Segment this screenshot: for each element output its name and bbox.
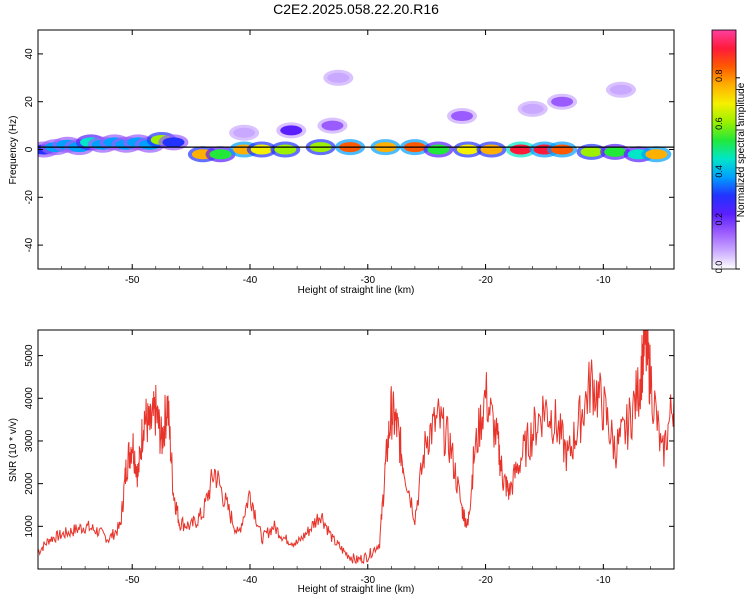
bottom-y-axis: 1000 2000 3000 4000 5000	[24, 344, 674, 537]
y-tick-label: 4000	[24, 387, 35, 410]
y-tick-label: 1000	[24, 515, 35, 538]
x-tick-label: -30	[361, 275, 376, 286]
heatmap-cell	[233, 127, 256, 138]
y-tick-label: 2000	[24, 472, 35, 495]
colorbar-ticks: 0.0 0.2 0.4 0.6 0.8	[714, 70, 740, 274]
heatmap-cell	[456, 144, 479, 155]
snr-frame	[37, 329, 675, 570]
bottom-x-axis: -50 -40 -30 -20 -10	[37, 330, 675, 586]
x-tick-label: -10	[596, 275, 611, 286]
y-tick-label: 5000	[24, 344, 35, 367]
heatmap-cell	[580, 146, 603, 157]
bottom-y-axis-label: SNR (10 * v/v)	[8, 418, 19, 482]
x-tick-label: -30	[361, 575, 376, 586]
heatmap-cell	[551, 96, 574, 107]
heatmap-cell	[551, 144, 574, 155]
x-tick-label: -40	[243, 275, 258, 286]
y-tick-label: -20	[24, 190, 35, 205]
x-tick-label: -20	[478, 575, 493, 586]
y-tick-label: -40	[24, 237, 35, 252]
top-y-axis-label: Frequency (Hz)	[8, 116, 19, 185]
heatmap-cell	[250, 144, 273, 155]
chart-title: C2E2.2025.058.22.20.R16	[273, 1, 439, 17]
heatmap-cell	[321, 120, 344, 131]
heatmap-cell	[610, 84, 632, 95]
heatmap-cell	[645, 149, 668, 160]
x-tick-label: -10	[596, 575, 611, 586]
y-tick-label: 20	[24, 96, 35, 108]
y-tick-label: 40	[24, 48, 35, 60]
heatmap-cell	[451, 111, 473, 122]
colorbar-tick-label: 0.4	[714, 165, 724, 178]
colorbar-tick-label: 0.6	[714, 117, 724, 130]
colorbar-tick-label: 0.8	[714, 70, 724, 83]
heatmap-cell	[162, 137, 185, 148]
heatmap-cell	[327, 72, 350, 83]
heatmap-cell	[509, 144, 532, 155]
y-tick-label: 0	[24, 146, 35, 152]
colorbar-gradient	[711, 29, 737, 270]
x-tick-label: -20	[478, 275, 493, 286]
colorbar-tick-label: 0.2	[714, 213, 724, 226]
bottom-x-axis-label: Height of straight line (km)	[298, 584, 415, 595]
heatmap-cell	[274, 144, 297, 155]
top-y-axis: -40 -20 0 20 40	[24, 48, 674, 252]
heatmap-cell	[604, 146, 627, 157]
colorbar-tick-label: 0.0	[714, 261, 724, 274]
snr-series-line	[38, 330, 674, 565]
snr-panel: -50 -40 -30 -20 -10 1000 2000 3000 4000 5000 Hei…	[8, 329, 675, 595]
x-tick-label: -40	[243, 575, 258, 586]
heatmap-cell	[209, 149, 232, 160]
heatmap-cell	[480, 144, 503, 155]
heatmap-cell	[427, 144, 450, 155]
top-x-axis-label: Height of straight line (km)	[298, 285, 415, 296]
colorbar-label: Normalized spectral amplitude	[736, 82, 747, 217]
heatmap-cells	[38, 69, 672, 163]
heatmap-cell	[521, 103, 544, 114]
top-x-axis: -50 -40 -30 -20 -10	[37, 30, 675, 286]
colorbar: 0.0 0.2 0.4 0.6 0.8 Normalized spectral ampl…	[711, 29, 747, 274]
y-tick-label: 3000	[24, 429, 35, 452]
heatmap-cell	[280, 125, 303, 136]
x-tick-label: -50	[125, 275, 140, 286]
x-tick-label: -50	[125, 575, 140, 586]
spectrogram-panel: -50 -40 -30 -20 -10 -40 -20 0 20 40 Height of st…	[8, 29, 675, 296]
